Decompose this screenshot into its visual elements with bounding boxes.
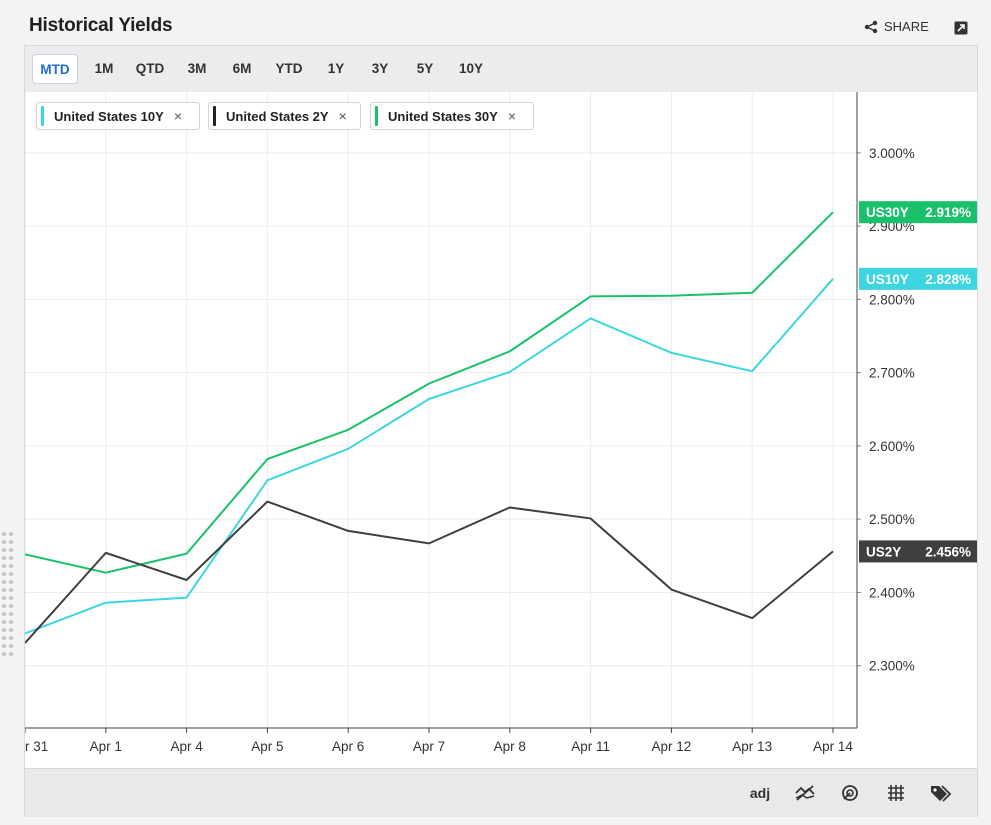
x-tick-label: Apr 8 xyxy=(494,739,526,754)
hide-series-button[interactable] xyxy=(792,781,818,805)
y-tick-label: 3.000% xyxy=(869,146,915,161)
x-tick-label: Apr 14 xyxy=(813,739,853,754)
legend-swatch xyxy=(41,106,44,126)
compare-icon xyxy=(842,785,858,801)
range-3m[interactable]: 3M xyxy=(187,61,207,76)
legend-label: United States 2Y xyxy=(226,108,329,124)
y-tick-label: 2.300% xyxy=(869,659,915,674)
range-1y[interactable]: 1Y xyxy=(327,61,345,76)
last-value-tag-name: US30Y xyxy=(866,205,909,220)
last-value-tag-value: 2.919% xyxy=(925,205,971,220)
page-title: Historical Yields xyxy=(29,15,173,36)
remove-series-icon[interactable]: × xyxy=(338,108,347,124)
last-value-tag-value: 2.456% xyxy=(925,544,971,559)
y-tick-label: 2.700% xyxy=(869,366,915,381)
adj-button[interactable]: adj xyxy=(749,785,771,801)
legend-swatch xyxy=(213,106,216,126)
share-icon xyxy=(864,20,878,33)
legend-swatch xyxy=(375,106,378,126)
range-toolbar: MTD 1M QTD 3M 6M YTD 1Y 3Y 5Y 10Y xyxy=(25,46,977,92)
y-tick-label: 2.600% xyxy=(869,439,915,454)
series-line-us2y xyxy=(25,500,834,644)
external-link-icon[interactable] xyxy=(954,21,968,35)
x-tick-label: Apr 1 xyxy=(90,739,122,754)
legend-label: United States 10Y xyxy=(54,108,164,124)
range-10y[interactable]: 10Y xyxy=(458,61,484,76)
range-qtd[interactable]: QTD xyxy=(135,61,165,76)
x-tick-label: Apr 6 xyxy=(332,739,364,754)
range-ytd[interactable]: YTD xyxy=(275,61,303,76)
tags-icon xyxy=(931,785,952,802)
last-value-tag-bg xyxy=(859,267,977,290)
share-button[interactable]: SHARE xyxy=(864,19,929,34)
plot-area: 2.300% 2.400% 2.500% 2.600% 2.700% 2.800% 2.90… xyxy=(25,92,977,768)
remove-series-icon[interactable]: × xyxy=(173,108,183,124)
legend-chip-us30y[interactable]: United States 30Y × xyxy=(370,102,534,130)
y-tick-label: 2.800% xyxy=(869,292,915,307)
series-line-us10y xyxy=(25,278,834,635)
header: Historical Yields SHARE xyxy=(0,0,991,46)
range-mtd[interactable]: MTD xyxy=(32,54,78,84)
x-tick-label: Apr 11 xyxy=(571,739,610,754)
last-value-tag-value: 2.828% xyxy=(925,272,971,287)
last-value-tag-bg xyxy=(859,201,977,224)
chart-card: MTD 1M QTD 3M 6M YTD 1Y 3Y 5Y 10Y 2.300%… xyxy=(24,45,978,817)
compare-button[interactable] xyxy=(837,781,863,805)
x-tick-label: Apr 7 xyxy=(413,739,445,754)
last-value-tag-name: US10Y xyxy=(866,272,909,287)
last-value-tag-bg xyxy=(859,540,977,563)
range-3y[interactable]: 3Y xyxy=(371,61,389,76)
x-tick-label: Apr 4 xyxy=(170,739,203,754)
x-tick-label: r 31 xyxy=(25,739,48,754)
share-label: SHARE xyxy=(884,19,929,34)
x-tick-label: Apr 12 xyxy=(652,739,692,754)
y-tick-label: 2.500% xyxy=(869,512,915,527)
legend-chip-us10y[interactable]: United States 10Y × xyxy=(36,102,200,130)
range-5y[interactable]: 5Y xyxy=(416,61,434,76)
legend-label: United States 30Y xyxy=(388,108,498,124)
remove-series-icon[interactable]: × xyxy=(507,108,517,124)
series-line-us30y xyxy=(25,211,834,574)
x-tick-label: Apr 13 xyxy=(732,739,772,754)
y-tick-label: 2.400% xyxy=(869,585,915,600)
hide-series-icon xyxy=(795,785,815,801)
legend-chip-us2y[interactable]: United States 2Y × xyxy=(208,102,361,130)
grid-icon xyxy=(888,785,904,801)
line-chart[interactable]: 2.300%2.400%2.500%2.600%2.700%2.800%2.90… xyxy=(25,92,977,768)
x-tick-label: Apr 5 xyxy=(251,739,283,754)
chart-footer: adj xyxy=(25,768,977,817)
tags-button[interactable] xyxy=(927,781,955,805)
range-1m[interactable]: 1M xyxy=(94,61,114,76)
grid-button[interactable] xyxy=(883,781,909,805)
drag-handle-icon[interactable] xyxy=(0,530,16,658)
range-6m[interactable]: 6M xyxy=(232,61,252,76)
last-value-tag-name: US2Y xyxy=(866,544,901,559)
